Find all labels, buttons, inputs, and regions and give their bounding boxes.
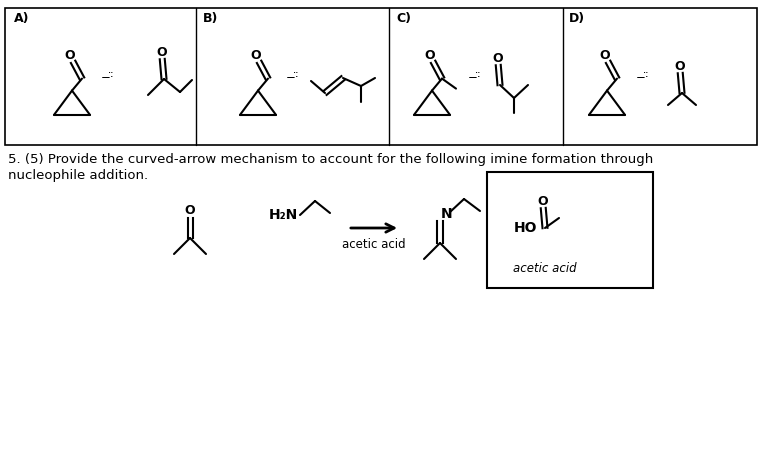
Text: O: O xyxy=(492,52,503,65)
Text: O: O xyxy=(537,195,548,207)
Text: H₂N: H₂N xyxy=(269,208,298,222)
Text: N: N xyxy=(441,207,453,221)
FancyBboxPatch shape xyxy=(487,172,653,288)
Text: O: O xyxy=(424,49,435,62)
Text: C): C) xyxy=(396,12,411,25)
Text: −·̈: −·̈ xyxy=(468,72,482,85)
Text: A): A) xyxy=(14,12,30,25)
Text: HO: HO xyxy=(514,221,537,235)
Text: −·̈: −·̈ xyxy=(101,72,115,85)
Text: O: O xyxy=(251,49,261,62)
Text: O: O xyxy=(184,204,195,217)
Text: acetic acid: acetic acid xyxy=(342,238,406,251)
Text: O: O xyxy=(674,60,685,72)
Text: O: O xyxy=(156,46,167,58)
Text: B): B) xyxy=(203,12,219,25)
Text: 5. (5) Provide the curved-arrow mechanism to account for the following imine for: 5. (5) Provide the curved-arrow mechanis… xyxy=(8,153,653,166)
Text: D): D) xyxy=(569,12,585,25)
Text: acetic acid: acetic acid xyxy=(513,261,577,275)
Text: O: O xyxy=(65,49,75,62)
Text: O: O xyxy=(600,49,610,62)
Text: −·̈: −·̈ xyxy=(287,72,299,85)
Bar xyxy=(5,8,757,145)
Text: −·̈: −·̈ xyxy=(636,72,650,85)
Text: nucleophile addition.: nucleophile addition. xyxy=(8,169,148,182)
